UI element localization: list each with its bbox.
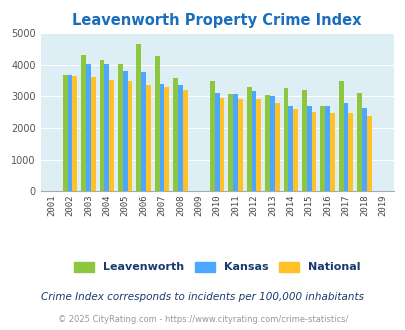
Bar	[182, 90, 187, 191]
Bar	[324, 106, 329, 191]
Bar	[232, 94, 237, 191]
Bar	[209, 81, 214, 191]
Bar	[366, 116, 371, 191]
Bar	[154, 56, 159, 191]
Bar	[347, 114, 352, 191]
Bar	[237, 99, 242, 191]
Bar	[214, 93, 219, 191]
Legend: Leavenworth, Kansas, National: Leavenworth, Kansas, National	[69, 257, 364, 277]
Bar	[329, 113, 334, 191]
Bar	[123, 71, 127, 191]
Title: Leavenworth Property Crime Index: Leavenworth Property Crime Index	[72, 13, 361, 28]
Bar	[361, 108, 366, 191]
Text: © 2025 CityRating.com - https://www.cityrating.com/crime-statistics/: © 2025 CityRating.com - https://www.city…	[58, 315, 347, 324]
Bar	[228, 94, 232, 191]
Bar	[219, 98, 224, 191]
Bar	[256, 99, 260, 191]
Text: Crime Index corresponds to incidents per 100,000 inhabitants: Crime Index corresponds to incidents per…	[41, 292, 364, 302]
Bar	[118, 64, 123, 191]
Bar	[141, 72, 146, 191]
Bar	[91, 77, 95, 191]
Bar	[104, 64, 109, 191]
Bar	[146, 84, 150, 191]
Bar	[246, 87, 251, 191]
Bar	[72, 77, 77, 191]
Bar	[306, 106, 311, 191]
Bar	[177, 85, 182, 191]
Bar	[292, 109, 297, 191]
Bar	[301, 90, 306, 191]
Bar	[283, 88, 288, 191]
Bar	[159, 84, 164, 191]
Bar	[86, 64, 91, 191]
Bar	[81, 55, 86, 191]
Bar	[311, 112, 315, 191]
Bar	[269, 96, 274, 191]
Bar	[127, 82, 132, 191]
Bar	[320, 107, 324, 191]
Bar	[356, 92, 361, 191]
Bar	[63, 75, 68, 191]
Bar	[173, 78, 177, 191]
Bar	[251, 91, 256, 191]
Bar	[343, 103, 347, 191]
Bar	[68, 75, 72, 191]
Bar	[264, 95, 269, 191]
Bar	[338, 81, 343, 191]
Bar	[136, 44, 141, 191]
Bar	[288, 106, 292, 191]
Bar	[99, 60, 104, 191]
Bar	[164, 87, 169, 191]
Bar	[274, 103, 279, 191]
Bar	[109, 80, 114, 191]
